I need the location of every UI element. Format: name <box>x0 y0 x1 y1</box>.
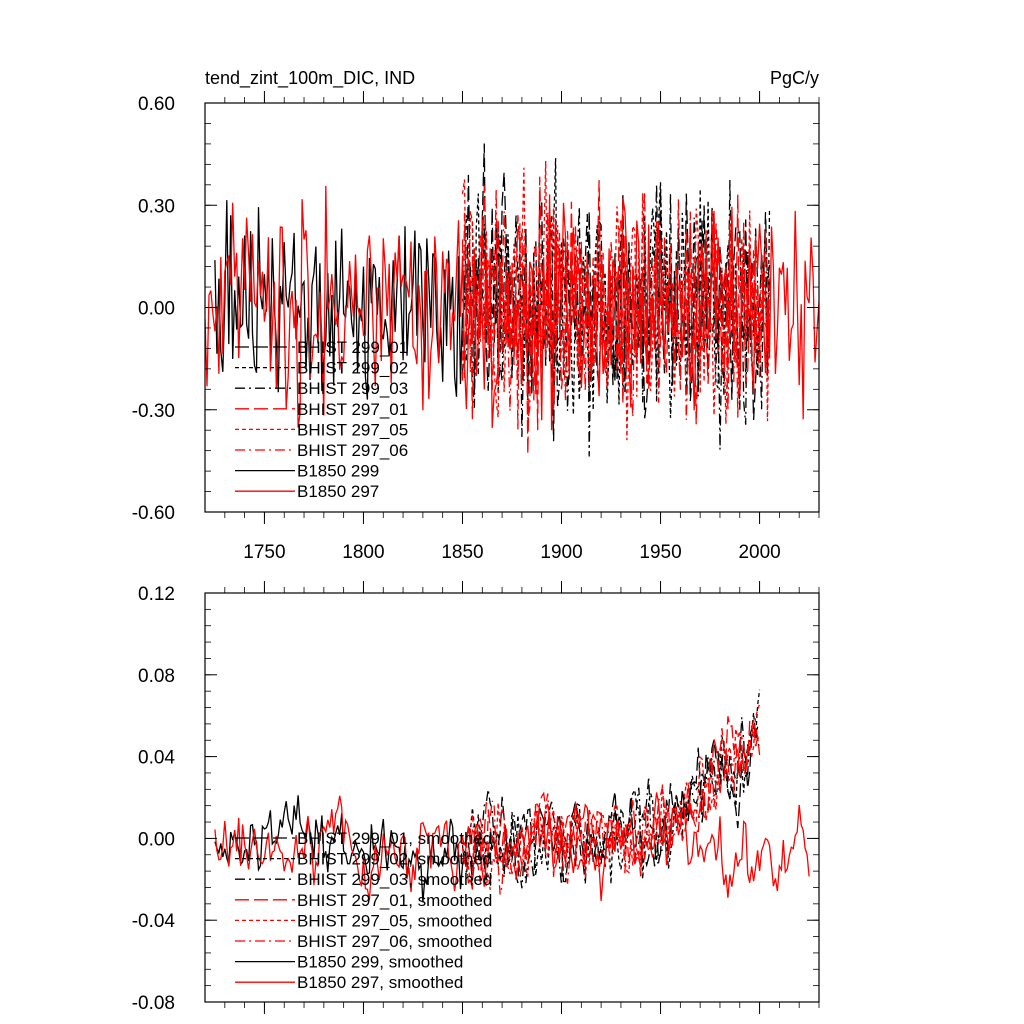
series-line-6 <box>214 200 464 400</box>
y-tick-label: -0.30 <box>132 401 175 422</box>
y-tick-label: -0.60 <box>132 503 175 524</box>
top-x-axis: 1750 1800 1850 1900 1950 2000 <box>224 91 820 563</box>
y-tick-label: -0.04 <box>132 911 176 932</box>
legend-item: BHIST 299_03, smoothed <box>235 870 492 889</box>
legend-label: BHIST 299_01, smoothed <box>297 829 492 848</box>
legend-label: B1850 297, smoothed <box>297 973 463 992</box>
series-line-5 <box>461 719 761 895</box>
x-tick-label: 1950 <box>639 542 681 563</box>
legend-label: B1850 299, smoothed <box>297 953 463 972</box>
y-tick-label: 0.12 <box>138 584 175 605</box>
legend-item: BHIST 297_05, smoothed <box>235 911 492 930</box>
x-tick-label: 1800 <box>342 542 384 563</box>
legend-item: B1850 299 <box>235 462 379 481</box>
series-line-3 <box>462 716 761 890</box>
top-chart: tend_zint_100m_DIC, IND PgC/y 0.600.300.… <box>132 68 820 563</box>
y-tick-label: 0.08 <box>138 666 175 687</box>
legend-label: BHIST 299_03, smoothed <box>297 870 492 889</box>
bottom-chart: 0.12 0.08 0.04 0.00 -0.04 -0.08 BHIST 299_01,… <box>132 581 820 1014</box>
bottom-plot-frame <box>204 592 820 1003</box>
legend-item: BHIST 297_01 <box>235 400 408 419</box>
legend-label: BHIST 297_01, smoothed <box>297 891 492 910</box>
legend-label: BHIST 297_01 <box>297 400 408 419</box>
legend-item: BHIST 297_06 <box>235 441 408 460</box>
legend-item: BHIST 299_02 <box>235 359 408 378</box>
x-tick-label: 1750 <box>243 542 285 563</box>
bottom-x-axis <box>224 581 820 1014</box>
legend-label: B1850 297 <box>297 482 379 501</box>
top-y-axis: 0.60 0.30 0.00 -0.30 -0.60 <box>132 94 819 524</box>
legend-label: BHIST 297_06 <box>297 441 408 460</box>
legend-item: B1850 297, smoothed <box>235 973 463 992</box>
legend-item: BHIST 299_03 <box>235 379 408 398</box>
series-line-5 <box>461 189 771 430</box>
legend-item: B1850 299, smoothed <box>235 953 463 972</box>
legend-item: BHIST 299_01 <box>235 338 408 357</box>
legend-label: BHIST 299_03 <box>297 379 408 398</box>
y-tick-label: 0.04 <box>138 748 175 769</box>
legend-item: B1850 297 <box>235 482 379 501</box>
legend-label: B1850 299 <box>297 462 379 481</box>
legend-item: BHIST 299_02, smoothed <box>235 850 492 869</box>
top-chart-title: tend_zint_100m_DIC, IND <box>205 68 415 89</box>
legend-label: BHIST 297_06, smoothed <box>297 932 492 951</box>
series-line-4 <box>461 160 771 441</box>
y-tick-label: 0.00 <box>138 829 175 850</box>
legend-label: BHIST 297_05, smoothed <box>297 911 492 930</box>
y-tick-label: 0.30 <box>138 196 175 217</box>
series-line-0 <box>461 724 761 884</box>
y-tick-label: 0.00 <box>138 299 175 320</box>
bottom-y-axis: 0.12 0.08 0.04 0.00 -0.04 -0.08 <box>132 584 819 1014</box>
series-line-1 <box>461 689 761 884</box>
series-line-1 <box>461 158 771 418</box>
legend-item: BHIST 297_01, smoothed <box>235 891 492 910</box>
legend-item: BHIST 297_05 <box>235 420 408 439</box>
series-line-4 <box>461 703 761 890</box>
top-plot-area <box>205 143 819 457</box>
top-chart-units: PgC/y <box>770 68 819 88</box>
bottom-legend: BHIST 299_01, smoothed BHIST 299_02, smoo… <box>235 829 492 992</box>
x-tick-label: 2000 <box>738 542 780 563</box>
legend-label: BHIST 297_05 <box>297 420 408 439</box>
y-tick-label: 0.60 <box>138 94 175 115</box>
legend-label: BHIST 299_02 <box>297 359 408 378</box>
x-tick-label: 1900 <box>540 542 582 563</box>
legend-item: BHIST 297_06, smoothed <box>235 932 492 951</box>
legend-label: BHIST 299_02, smoothed <box>297 850 492 869</box>
legend-label: BHIST 299_01 <box>297 338 408 357</box>
x-tick-label: 1850 <box>441 542 483 563</box>
series-line-7 <box>205 185 819 431</box>
bottom-plot-area <box>214 689 810 903</box>
series-line-7 <box>214 792 810 901</box>
y-tick-label: -0.08 <box>132 993 175 1014</box>
legend-item: BHIST 299_01, smoothed <box>235 829 492 848</box>
